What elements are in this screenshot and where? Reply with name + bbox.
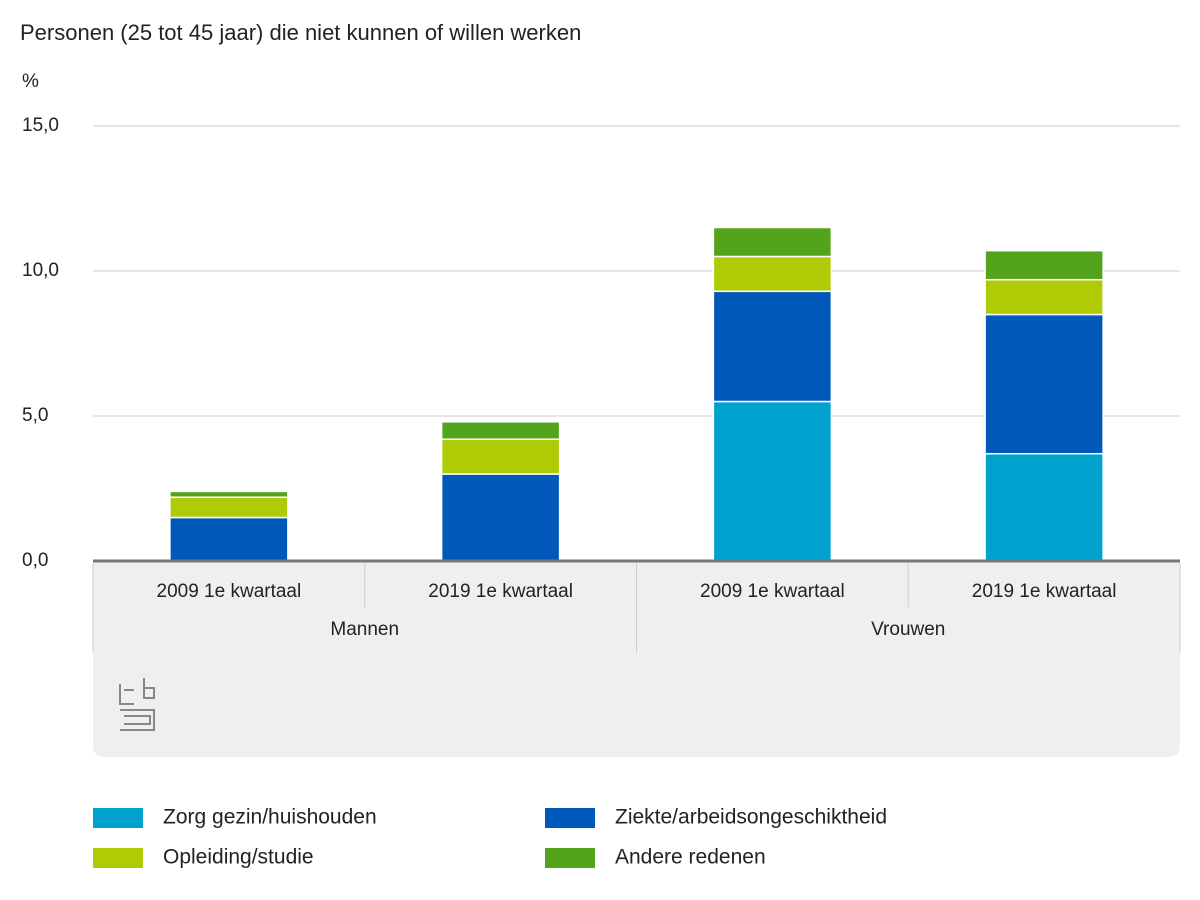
bar-segment (169, 490, 289, 498)
axis-panel (93, 561, 1180, 757)
group-label: Vrouwen (871, 619, 945, 640)
x-tick-label: 2019 1e kwartaal (428, 581, 573, 602)
cbs-logo (119, 678, 155, 731)
bar-segment (712, 226, 833, 258)
bar-segment (712, 400, 833, 562)
legend-swatch (93, 808, 143, 828)
legend-label: Zorg gezin/huishouden (163, 806, 377, 829)
x-tick-label: 2009 1e kwartaal (700, 581, 845, 602)
bar-segment (984, 313, 1104, 455)
y-tick-label: 0,0 (22, 550, 48, 571)
y-tick-label: 15,0 (22, 115, 59, 136)
legend-swatch (545, 848, 595, 868)
x-tick-label: 2019 1e kwartaal (972, 581, 1117, 602)
x-tick-label: 2009 1e kwartaal (157, 581, 302, 602)
bar-segment (984, 249, 1104, 281)
y-tick-label: 10,0 (22, 260, 59, 281)
legend-swatch (545, 808, 595, 828)
y-axis-unit: % (22, 71, 39, 92)
bar-segment (712, 255, 833, 293)
bar-segment (712, 290, 833, 403)
bar-segment (984, 452, 1104, 562)
group-label: Mannen (330, 619, 399, 640)
bar-segment (984, 278, 1104, 316)
bar-segment (169, 496, 289, 519)
bar-segment (440, 421, 561, 440)
legend-label: Andere redenen (615, 846, 766, 869)
bar-segment (440, 438, 561, 475)
legend-label: Opleiding/studie (163, 846, 314, 869)
legend-label: Ziekte/arbeidsongeschiktheid (615, 806, 887, 829)
y-tick-label: 5,0 (22, 405, 48, 426)
bar-segment (440, 473, 561, 562)
bar-segment (169, 516, 289, 562)
legend-swatch (93, 848, 143, 868)
chart-title: Personen (25 tot 45 jaar) die niet kunne… (20, 20, 581, 45)
